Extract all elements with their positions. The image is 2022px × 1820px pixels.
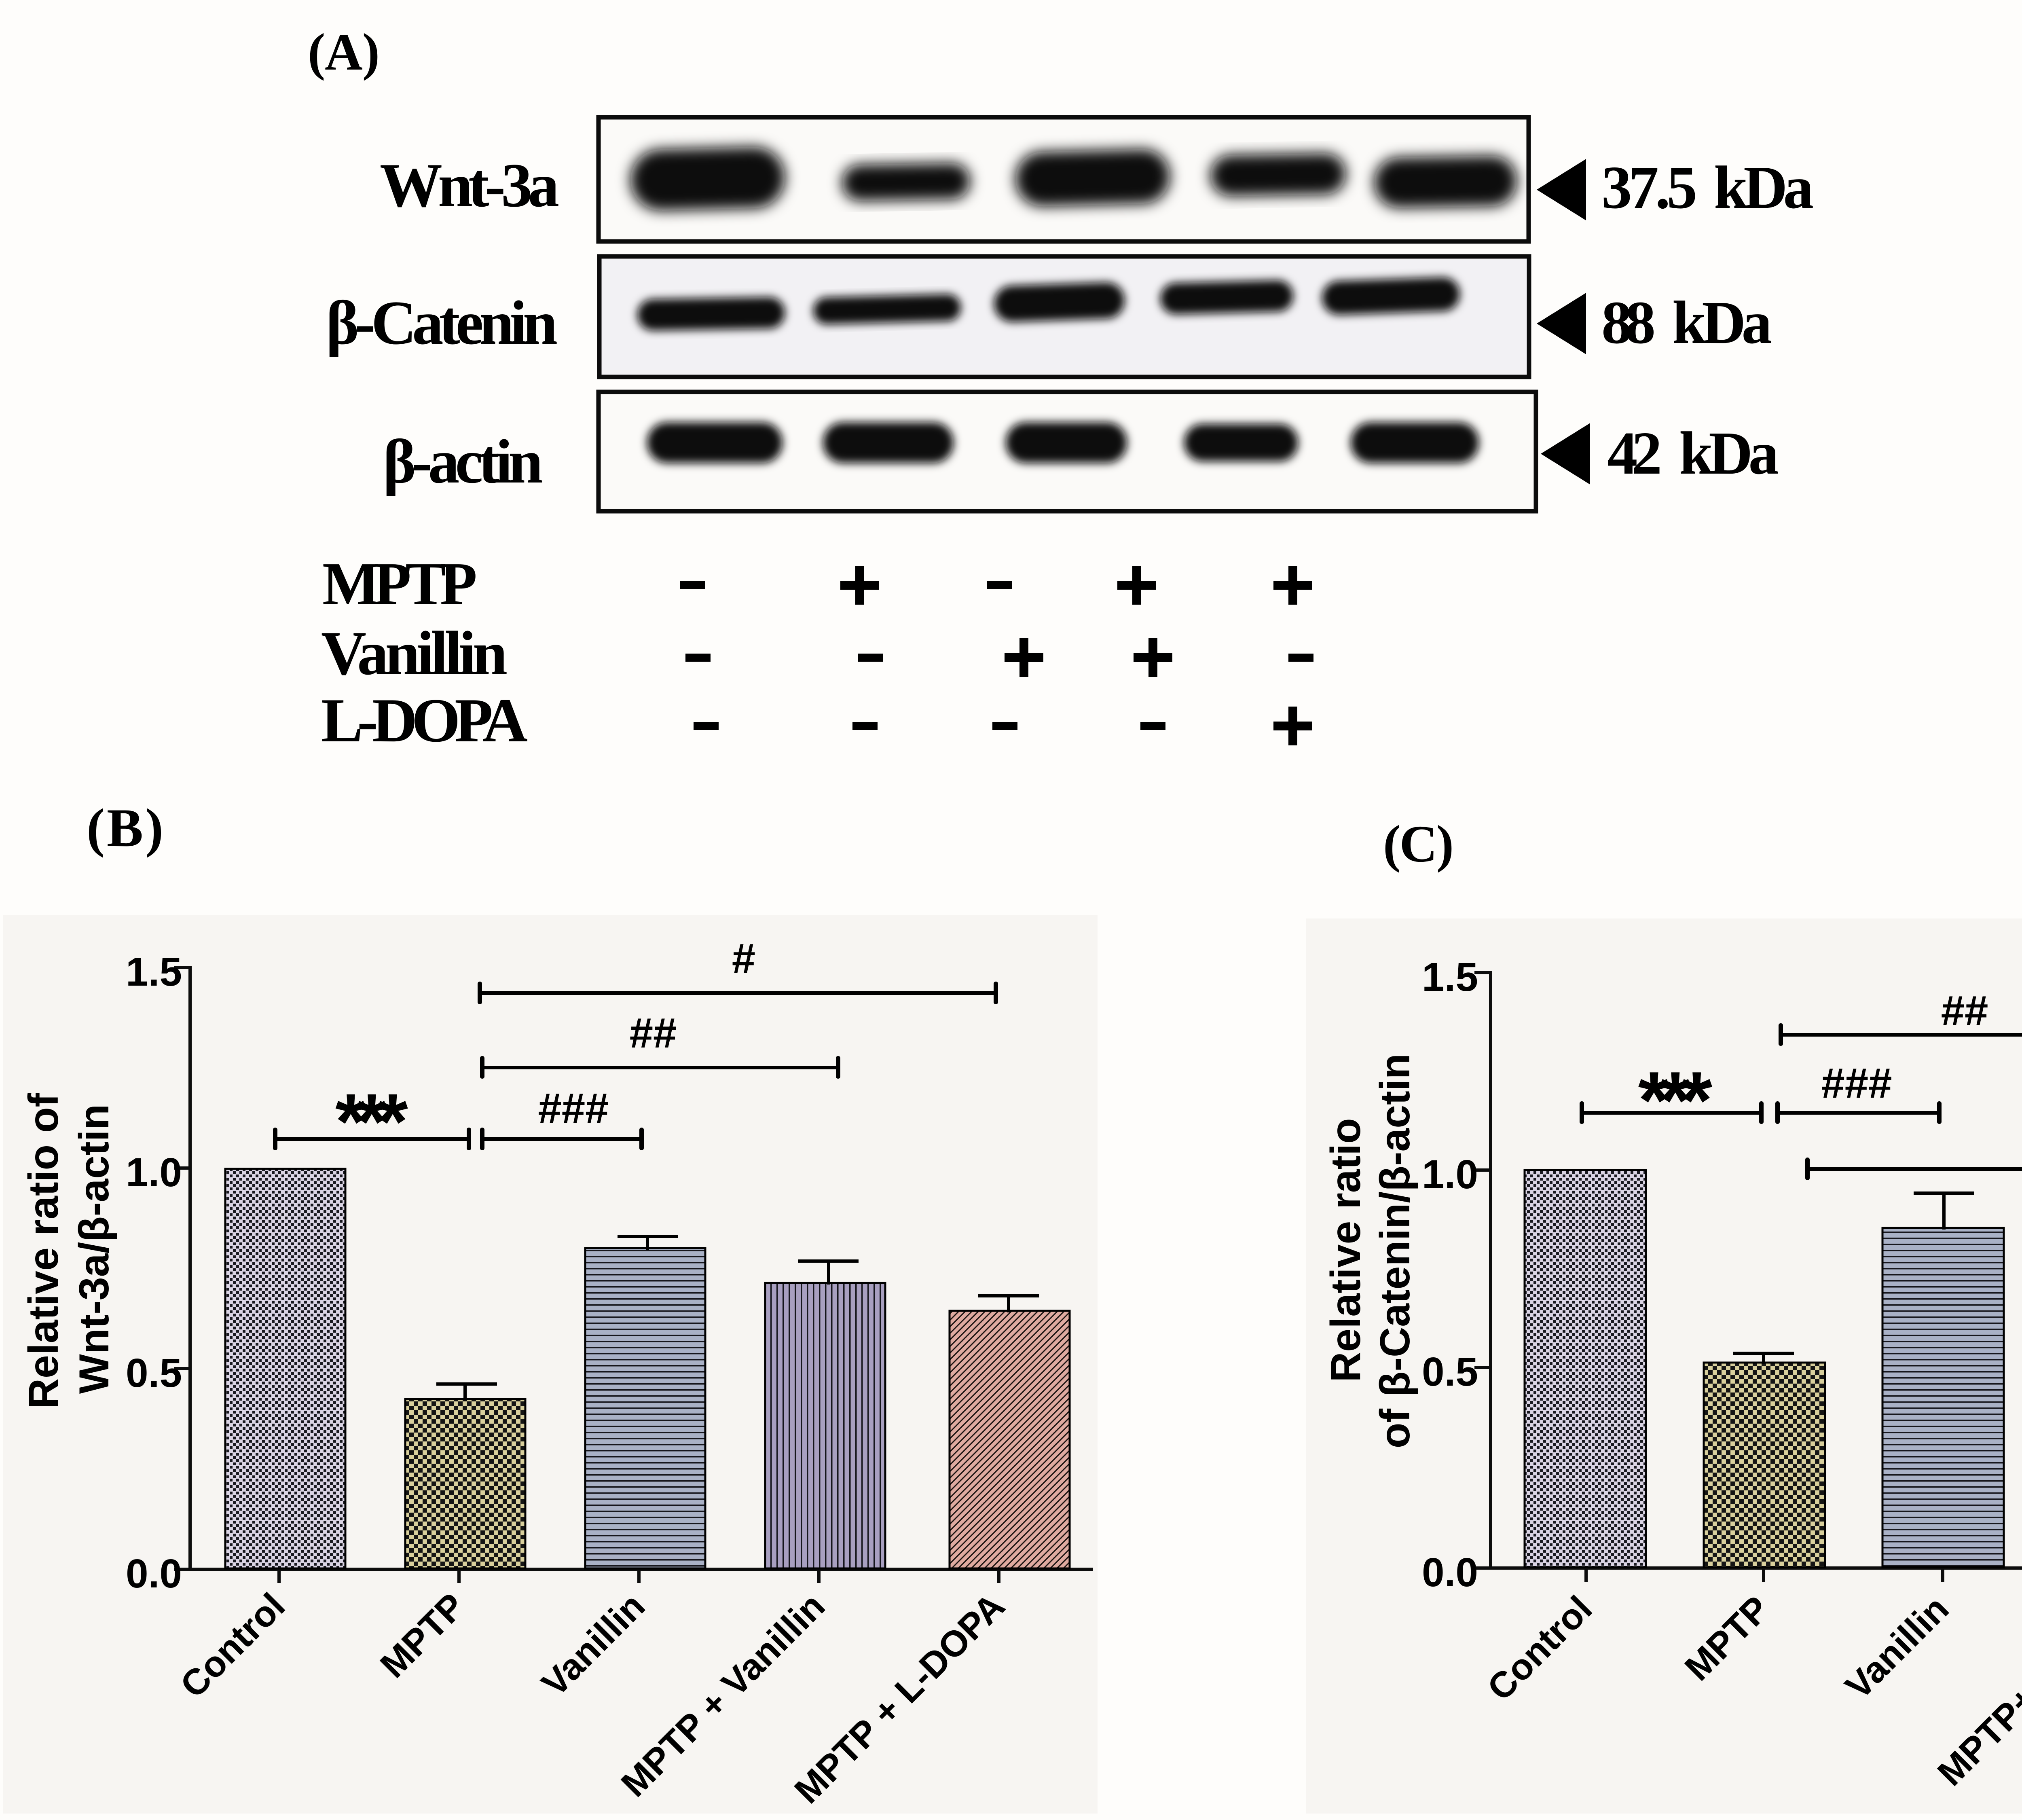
svg-text:of β-Catenin/β-actin: of β-Catenin/β-actin <box>1372 1054 1419 1448</box>
svg-text:kDa: kDa <box>1679 419 1779 487</box>
svg-text:(B): (B) <box>87 798 163 858</box>
svg-text:#: # <box>732 935 755 982</box>
svg-text:MPTP: MPTP <box>322 550 477 618</box>
svg-text:Wnt-3a: Wnt-3a <box>380 150 559 220</box>
svg-text:***: *** <box>335 1077 408 1166</box>
svg-text:0.0: 0.0 <box>1422 1550 1478 1595</box>
svg-text:Vanillin: Vanillin <box>321 618 508 688</box>
svg-text:Relative ratio of: Relative ratio of <box>20 1093 67 1409</box>
svg-text:0.5: 0.5 <box>1422 1349 1478 1395</box>
svg-text:1.5: 1.5 <box>126 949 182 995</box>
svg-text:kDa: kDa <box>1672 288 1772 356</box>
svg-text:0.5: 0.5 <box>126 1350 182 1396</box>
svg-text:Relative ratio: Relative ratio <box>1322 1118 1369 1382</box>
svg-text:(A): (A) <box>308 23 380 81</box>
svg-text:Wnt-3a/β-actin: Wnt-3a/β-actin <box>71 1104 118 1394</box>
svg-text:42: 42 <box>1607 419 1662 487</box>
svg-text:##: ## <box>1941 987 1988 1035</box>
svg-text:β-actin: β-actin <box>383 427 543 496</box>
svg-text:1.0: 1.0 <box>126 1150 182 1195</box>
svg-text:kDa: kDa <box>1714 153 1814 221</box>
svg-text:###: ### <box>538 1085 609 1132</box>
svg-text:L-DOPA: L-DOPA <box>321 686 528 755</box>
svg-text:0.0: 0.0 <box>126 1551 182 1596</box>
svg-text:1.5: 1.5 <box>1422 954 1478 1000</box>
svg-text:##: ## <box>630 1009 677 1057</box>
svg-text:(C): (C) <box>1383 815 1454 873</box>
svg-text:β-Catenin: β-Catenin <box>326 288 558 358</box>
svg-text:37.5: 37.5 <box>1601 153 1697 221</box>
svg-text:88: 88 <box>1601 288 1656 356</box>
svg-text:###: ### <box>1821 1060 1892 1107</box>
svg-text:***: *** <box>1638 1055 1713 1145</box>
svg-text:1.0: 1.0 <box>1422 1152 1478 1197</box>
